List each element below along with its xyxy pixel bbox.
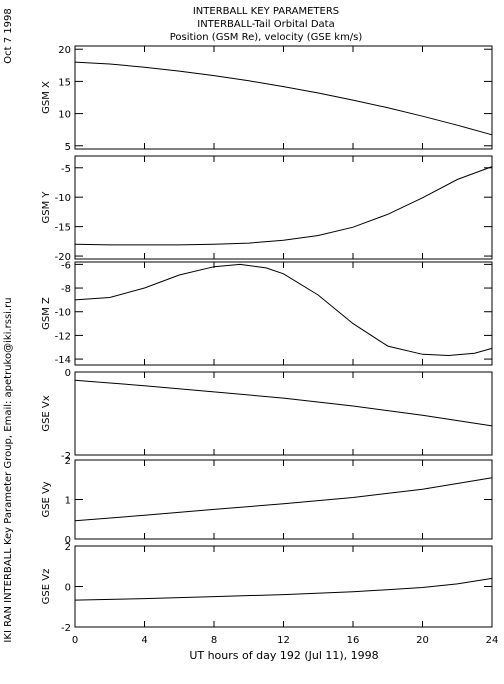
title-line-3: Position (GSM Re), velocity (GSE km/s) — [170, 32, 363, 43]
series-line — [74, 379, 493, 427]
x-tick-label: 8 — [211, 635, 217, 646]
series-line — [74, 477, 493, 522]
panel-frame — [74, 261, 493, 366]
side-credit: IKI RAN INTERBALL Key Parameter Group, E… — [3, 297, 14, 642]
panel-frame — [74, 459, 493, 540]
panel-frame — [74, 45, 493, 150]
series-line — [74, 577, 493, 601]
series-line — [74, 166, 493, 246]
y-tick-label: -10 — [55, 308, 71, 319]
y-tick-label: -2 — [61, 623, 71, 634]
title-line-2: INTERBALL-Tail Orbital Data — [197, 19, 334, 30]
y-tick-label: -6 — [61, 260, 71, 271]
side-date: Oct 7 1998 — [3, 8, 14, 63]
panel-y-label: GSM Y — [41, 191, 52, 224]
y-tick-label: -15 — [55, 223, 71, 234]
y-tick-label: 10 — [58, 110, 71, 121]
y-tick-label: -2 — [61, 451, 71, 462]
y-tick-label: 2 — [65, 542, 71, 553]
y-tick-label: 0 — [65, 368, 71, 379]
x-tick-label: 24 — [486, 635, 499, 646]
y-tick-label: -5 — [61, 164, 71, 175]
y-tick-label: 15 — [58, 77, 71, 88]
x-tick-label: 20 — [416, 635, 429, 646]
x-tick-label: 4 — [141, 635, 147, 646]
y-tick-label: 0 — [65, 535, 71, 546]
y-tick-label: 2 — [65, 456, 71, 467]
series-line — [74, 263, 493, 357]
title-line-1: INTERBALL KEY PARAMETERS — [193, 6, 339, 17]
y-tick-label: -14 — [55, 355, 71, 366]
panel-y-label: GSE Vz — [41, 569, 52, 605]
panel-y-label: GSE Vy — [41, 481, 52, 517]
y-tick-label: 20 — [58, 45, 71, 56]
panel-frame — [74, 155, 493, 260]
x-axis-label: UT hours of day 192 (Jul 11), 1998 — [189, 649, 378, 662]
series-line — [74, 61, 493, 136]
y-tick-label: 5 — [65, 142, 71, 153]
panel-y-label: GSM Z — [41, 297, 52, 330]
panel-frame — [74, 371, 493, 456]
x-tick-label: 16 — [347, 635, 360, 646]
x-tick-label: 12 — [277, 635, 290, 646]
panel-y-label: GSE Vx — [41, 395, 52, 431]
panel-y-label: GSM X — [41, 81, 52, 114]
y-tick-label: -8 — [61, 284, 71, 295]
y-tick-label: -20 — [55, 252, 71, 263]
y-tick-label: -10 — [55, 193, 71, 204]
y-tick-label: 0 — [65, 583, 71, 594]
y-tick-label: 1 — [65, 496, 71, 507]
x-tick-label: 0 — [72, 635, 78, 646]
y-tick-label: -12 — [55, 331, 71, 342]
